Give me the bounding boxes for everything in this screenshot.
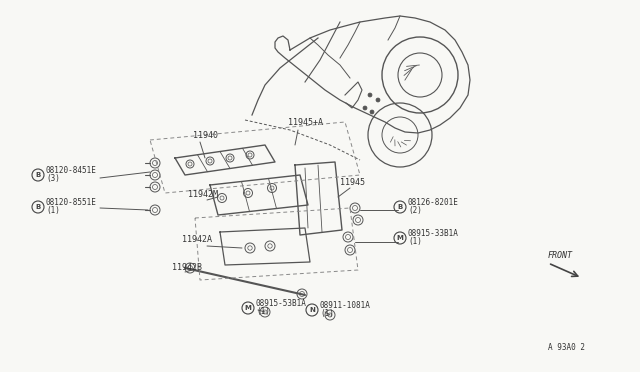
Circle shape: [376, 98, 380, 102]
Text: FRONT: FRONT: [548, 251, 573, 260]
Text: 08120-8451E: 08120-8451E: [46, 166, 97, 175]
Text: (1): (1): [256, 307, 270, 316]
Text: (3): (3): [46, 174, 60, 183]
Circle shape: [370, 110, 374, 114]
Text: A 93A0 2: A 93A0 2: [548, 343, 585, 352]
Text: 11945+A: 11945+A: [288, 118, 323, 127]
Text: (1): (1): [46, 206, 60, 215]
Circle shape: [363, 106, 367, 110]
Text: B: B: [35, 172, 40, 178]
Text: N: N: [309, 307, 315, 313]
Text: 11940: 11940: [193, 131, 218, 140]
Text: 08915-53B1A: 08915-53B1A: [256, 299, 307, 308]
Text: M: M: [397, 235, 403, 241]
Text: 11945: 11945: [340, 178, 365, 187]
Text: 08911-1081A: 08911-1081A: [320, 301, 371, 310]
Circle shape: [368, 93, 372, 97]
Text: (2): (2): [408, 206, 422, 215]
Text: (1): (1): [320, 309, 334, 318]
Text: B: B: [35, 204, 40, 210]
Text: 11942A: 11942A: [182, 235, 212, 244]
Text: 11942M: 11942M: [188, 190, 218, 199]
Text: B: B: [397, 204, 403, 210]
Text: 11942B: 11942B: [172, 263, 202, 272]
Text: 08120-8551E: 08120-8551E: [46, 198, 97, 207]
Text: 08915-33B1A: 08915-33B1A: [408, 229, 459, 238]
Text: M: M: [244, 305, 252, 311]
Text: (1): (1): [408, 237, 422, 246]
Text: 08126-8201E: 08126-8201E: [408, 198, 459, 207]
